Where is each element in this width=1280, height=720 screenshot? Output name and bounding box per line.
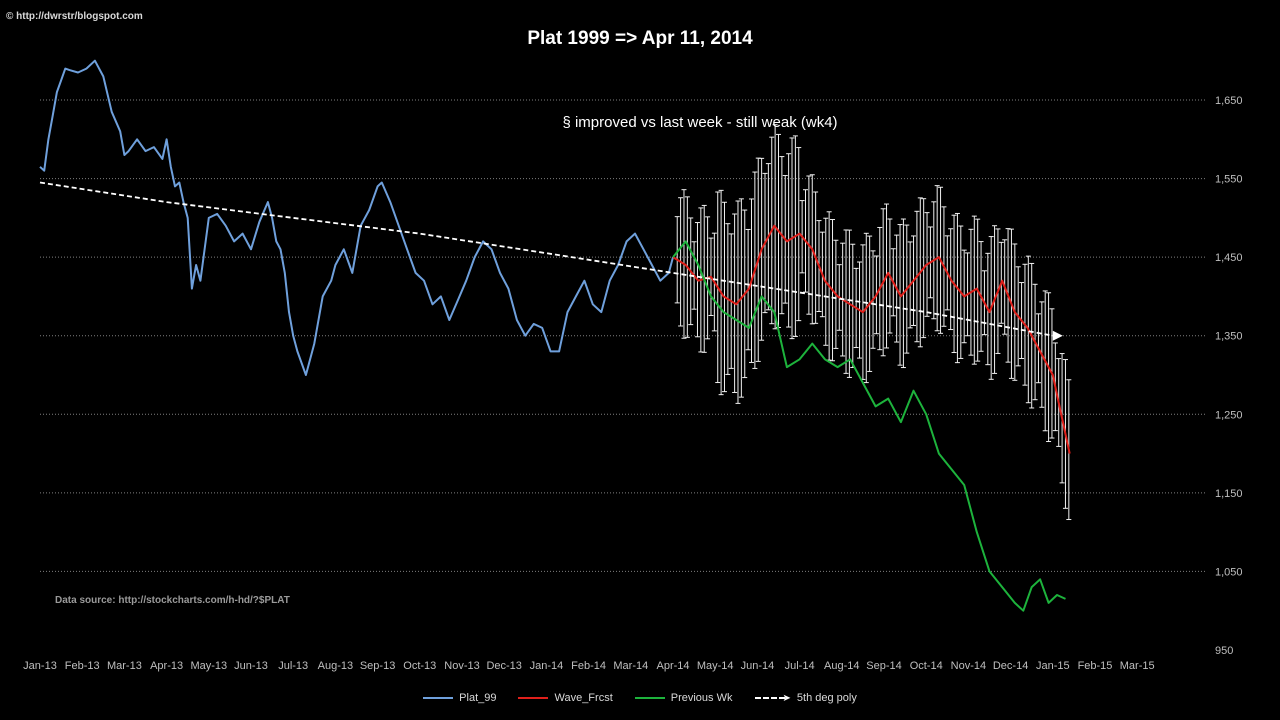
x-tick-label: May-13 xyxy=(190,660,227,672)
y-tick-label: 1,350 xyxy=(1215,331,1243,343)
poly-arrow-head xyxy=(1052,330,1063,341)
grid-lines xyxy=(40,99,1205,572)
x-tick-label: Nov-13 xyxy=(444,660,479,672)
legend-item-prev: Previous Wk xyxy=(634,692,733,704)
x-tick-label: Feb-14 xyxy=(571,660,606,672)
x-tick-label: Mar-13 xyxy=(107,660,142,672)
arrow-icon: ➤ xyxy=(782,692,791,704)
x-tick-label: Sep-14 xyxy=(866,660,901,672)
x-tick-label: May-14 xyxy=(697,660,734,672)
x-tick-label: Dec-13 xyxy=(486,660,521,672)
y-tick-label: 1,450 xyxy=(1215,252,1243,264)
y-tick-label: 1,650 xyxy=(1215,95,1243,107)
x-tick-label: Oct-13 xyxy=(403,660,436,672)
x-tick-label: Feb-13 xyxy=(65,660,100,672)
series-line-previous-wk xyxy=(672,240,1066,612)
x-tick-label: Aug-13 xyxy=(318,660,353,672)
legend-label-plat: Plat_99 xyxy=(459,692,497,704)
x-tick-label: Dec-14 xyxy=(993,660,1028,672)
x-tick-label: Nov-14 xyxy=(951,660,986,672)
series-line-5th-deg-poly xyxy=(39,181,1053,337)
x-tick-label: Jan-13 xyxy=(23,660,57,672)
forecast-error-bars xyxy=(674,124,1072,521)
x-tick-label: Jun-14 xyxy=(741,660,775,672)
x-tick-label: Jan-14 xyxy=(530,660,564,672)
x-tick-label: Sep-13 xyxy=(360,660,395,672)
copyright: © http://dwrstr/blogspot.com xyxy=(6,11,143,22)
legend-swatch-plat xyxy=(423,697,454,699)
legend-item-wave: Wave_Frcst xyxy=(518,692,613,704)
legend-label-poly: 5th deg poly xyxy=(796,692,857,704)
legend-label-wave: Wave_Frcst xyxy=(554,692,613,704)
x-tick-label: Apr-13 xyxy=(150,660,183,672)
y-tick-label: 1,250 xyxy=(1215,409,1243,421)
series-line-plat-99 xyxy=(39,59,674,376)
legend-item-poly: ➤ 5th deg poly xyxy=(754,692,857,704)
x-tick-label: Jul-14 xyxy=(785,660,815,672)
legend-swatch-prev xyxy=(634,697,665,699)
legend-swatch-wave xyxy=(518,697,549,699)
legend-item-plat: Plat_99 xyxy=(423,692,496,704)
x-tick-label: Mar-15 xyxy=(1120,660,1155,672)
x-tick-label: Jul-13 xyxy=(278,660,308,672)
y-tick-label: 1,150 xyxy=(1215,488,1243,500)
series-line-wave-frcst xyxy=(672,224,1071,454)
legend-label-prev: Previous Wk xyxy=(670,692,733,704)
chart-title: Plat 1999 => Apr 11, 2014 xyxy=(527,28,753,49)
legend-swatch-poly xyxy=(754,697,785,699)
y-tick-label: 1,050 xyxy=(1215,566,1243,578)
x-tick-label: Apr-14 xyxy=(656,660,689,672)
x-tick-label: Mar-14 xyxy=(613,660,648,672)
x-tick-label: Jan-15 xyxy=(1036,660,1070,672)
x-tick-label: Aug-14 xyxy=(824,660,859,672)
series-lines xyxy=(39,59,1071,612)
x-tick-label: Jun-13 xyxy=(234,660,268,672)
x-tick-labels: Jan-13 Feb-13 Mar-13 Apr-13 May-13 Jun-13 Jul-… xyxy=(23,660,1154,672)
x-tick-label: Feb-15 xyxy=(1078,660,1113,672)
y-tick-label: 1,550 xyxy=(1215,174,1243,186)
data-source: Data source: http://stockcharts.com/h-hd… xyxy=(55,595,290,606)
chart-subtitle: § improved vs last week - still weak (wk… xyxy=(562,114,838,131)
legend: Plat_99 Wave_Frcst Previous Wk ➤ 5th deg… xyxy=(0,692,1280,704)
y-tick-label: 950 xyxy=(1215,645,1233,657)
y-tick-labels: 950 1,050 1,150 1,250 1,350 1,450 1,550 1,650 xyxy=(1215,95,1243,657)
x-tick-label: Oct-14 xyxy=(910,660,943,672)
